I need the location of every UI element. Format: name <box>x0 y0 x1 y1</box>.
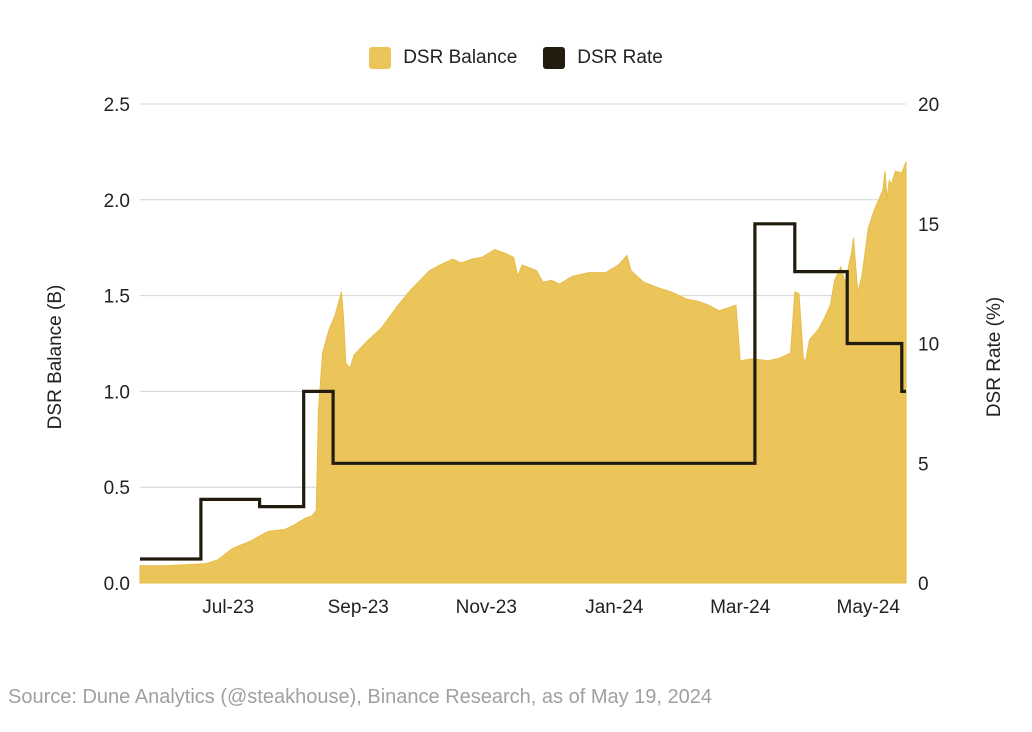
legend-item-dsr-rate: DSR Rate <box>543 47 663 69</box>
legend-swatch-dsr-rate <box>543 47 566 69</box>
balance-area-layer <box>139 161 907 584</box>
rate-line-layer <box>140 222 906 561</box>
y-left-tick-label: 1.5 <box>104 287 130 308</box>
source-note: Source: Dune Analytics (@steakhouse), Bi… <box>8 686 713 708</box>
y-right-tick-label: 20 <box>918 95 939 116</box>
legend-label-dsr-rate: DSR Rate <box>577 47 663 68</box>
y-left-tick-label: 2.0 <box>104 191 130 212</box>
y-left-tick-label: 2.5 <box>104 95 130 116</box>
x-tick-label: Jan-24 <box>585 597 644 618</box>
axes: 0.0 0.5 1.0 1.5 2.0 2.5 0 5 10 15 20 Jul-23 Sep-23 No… <box>104 95 940 618</box>
y-right-tick-label: 5 <box>918 454 929 475</box>
legend: DSR Balance DSR Rate <box>0 47 1032 69</box>
y-axis-left-label: DSR Balance (B) <box>45 285 66 430</box>
y-right-tick-label: 10 <box>918 335 939 356</box>
legend-item-dsr-balance: DSR Balance <box>369 47 517 69</box>
x-tick-label: Mar-24 <box>710 597 771 618</box>
legend-swatch-dsr-balance <box>369 47 392 69</box>
x-tick-label: Nov-23 <box>456 597 517 618</box>
x-tick-label: Sep-23 <box>328 597 389 618</box>
y-right-tick-label: 0 <box>918 574 929 595</box>
x-tick-label: Jul-23 <box>202 597 254 618</box>
balance-area <box>139 161 907 584</box>
y-right-tick-label: 15 <box>918 215 939 236</box>
y-axis-right-label: DSR Rate (%) <box>984 297 1005 417</box>
y-left-tick-label: 0.5 <box>104 478 130 499</box>
x-tick-label: May-24 <box>837 597 901 618</box>
y-left-tick-label: 1.0 <box>104 382 130 403</box>
y-left-tick-label: 0.0 <box>104 574 130 595</box>
legend-label-dsr-balance: DSR Balance <box>403 47 518 68</box>
rate-line <box>140 222 906 561</box>
